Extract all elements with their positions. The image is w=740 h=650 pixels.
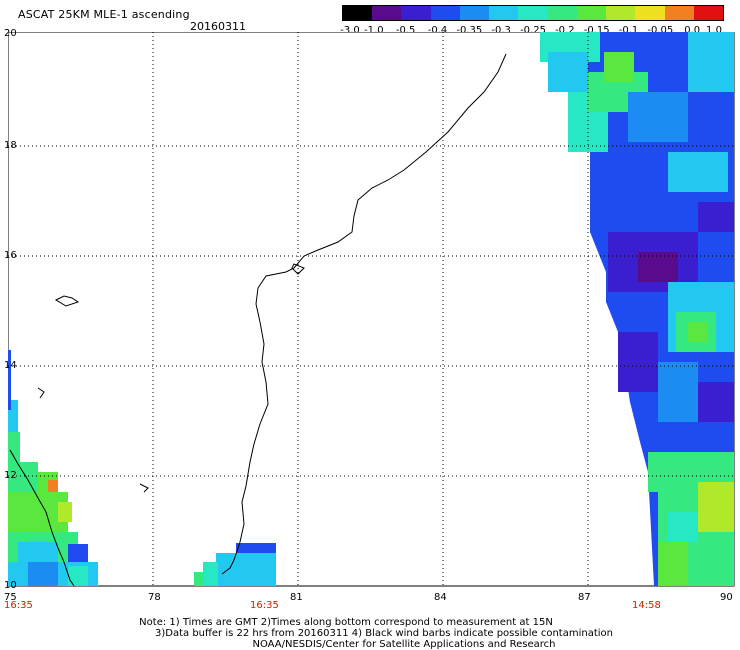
colorbar-segment [518,6,548,20]
lon-tick-81: 81 [290,592,303,603]
swath-right [540,32,734,586]
lon-tick-90: 90 [720,592,733,603]
colorbar-segment [606,6,636,20]
colorbar-segment [343,6,373,20]
colorbar-segment [664,6,694,20]
coastline [9,53,507,587]
pass-time-right: 14:58 [632,600,661,611]
colorbar-segment [547,6,577,20]
pass-time-middle: 16:35 [250,600,279,611]
lat-tick-20: 20 [4,28,17,39]
colorbar-segment [576,6,607,20]
lon-tick-84: 84 [434,592,447,603]
colorbar-tick-label: -0.25 [520,25,546,36]
product-title: ASCAT 25KM MLE-1 ascending [18,8,190,21]
lon-tick-78: 78 [148,592,161,603]
colorbar-tick-label: -0.2 [555,25,575,36]
colorbar-tick-label: -0.05 [647,25,674,36]
lat-tick-16: 16 [4,250,17,261]
colorbar-segment [372,6,402,20]
colorbar-tick-label: 1.0 [706,25,722,36]
product-date: 20160311 [190,20,246,33]
note-line-2: 3)Data buffer is 22 hrs from 20160311 4)… [155,628,613,639]
colorbar-segment [430,6,460,20]
colorbar-tick-label: -3.0 [340,25,360,36]
pass-time-left: 16:35 [4,600,33,611]
colorbar-tick-label: -0.1 [618,25,639,36]
colorbar-tick-label: 0.0 [684,25,701,36]
lon-tick-75: 75 [4,592,17,603]
colorbar-tick-label: -0.3 [491,25,511,36]
colorbar-segment [401,6,431,20]
colorbar-tick-label: -0.4 [427,25,448,36]
colorbar-tick-label: -0.35 [456,25,483,36]
colorbar-segment [635,6,665,20]
colorbar-tick-label: -0.15 [583,25,610,36]
colorbar-segment [459,6,490,20]
colorbar-segment [693,6,724,20]
note-line-3: NOAA/NESDIS/Center for Satellite Applica… [252,639,556,650]
colorbar-strip [342,5,724,21]
map-panel [8,32,735,587]
colorbar: -3.0 -1.0 -0.5 -0.4 -0.35 -0.3 -0.25 -0.2 -0.15-… [340,5,724,39]
lat-tick-12: 12 [4,470,17,481]
note-line-1: Note: 1) Times are GMT 2)Times along bot… [139,617,553,628]
lat-tick-10: 10 [4,580,17,591]
colorbar-segment [489,6,519,20]
swath-middle [194,543,276,586]
lat-tick-14: 14 [4,360,17,371]
gridlines [8,32,734,586]
colorbar-tick-label: -0.5 [395,25,416,36]
lon-tick-87: 87 [578,592,591,603]
colorbar-tick-label: -1.0 [364,25,384,36]
lat-tick-18: 18 [4,140,17,151]
